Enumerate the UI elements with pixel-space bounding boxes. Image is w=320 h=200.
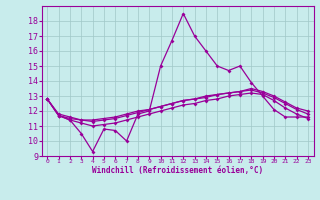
X-axis label: Windchill (Refroidissement éolien,°C): Windchill (Refroidissement éolien,°C) [92, 166, 263, 175]
